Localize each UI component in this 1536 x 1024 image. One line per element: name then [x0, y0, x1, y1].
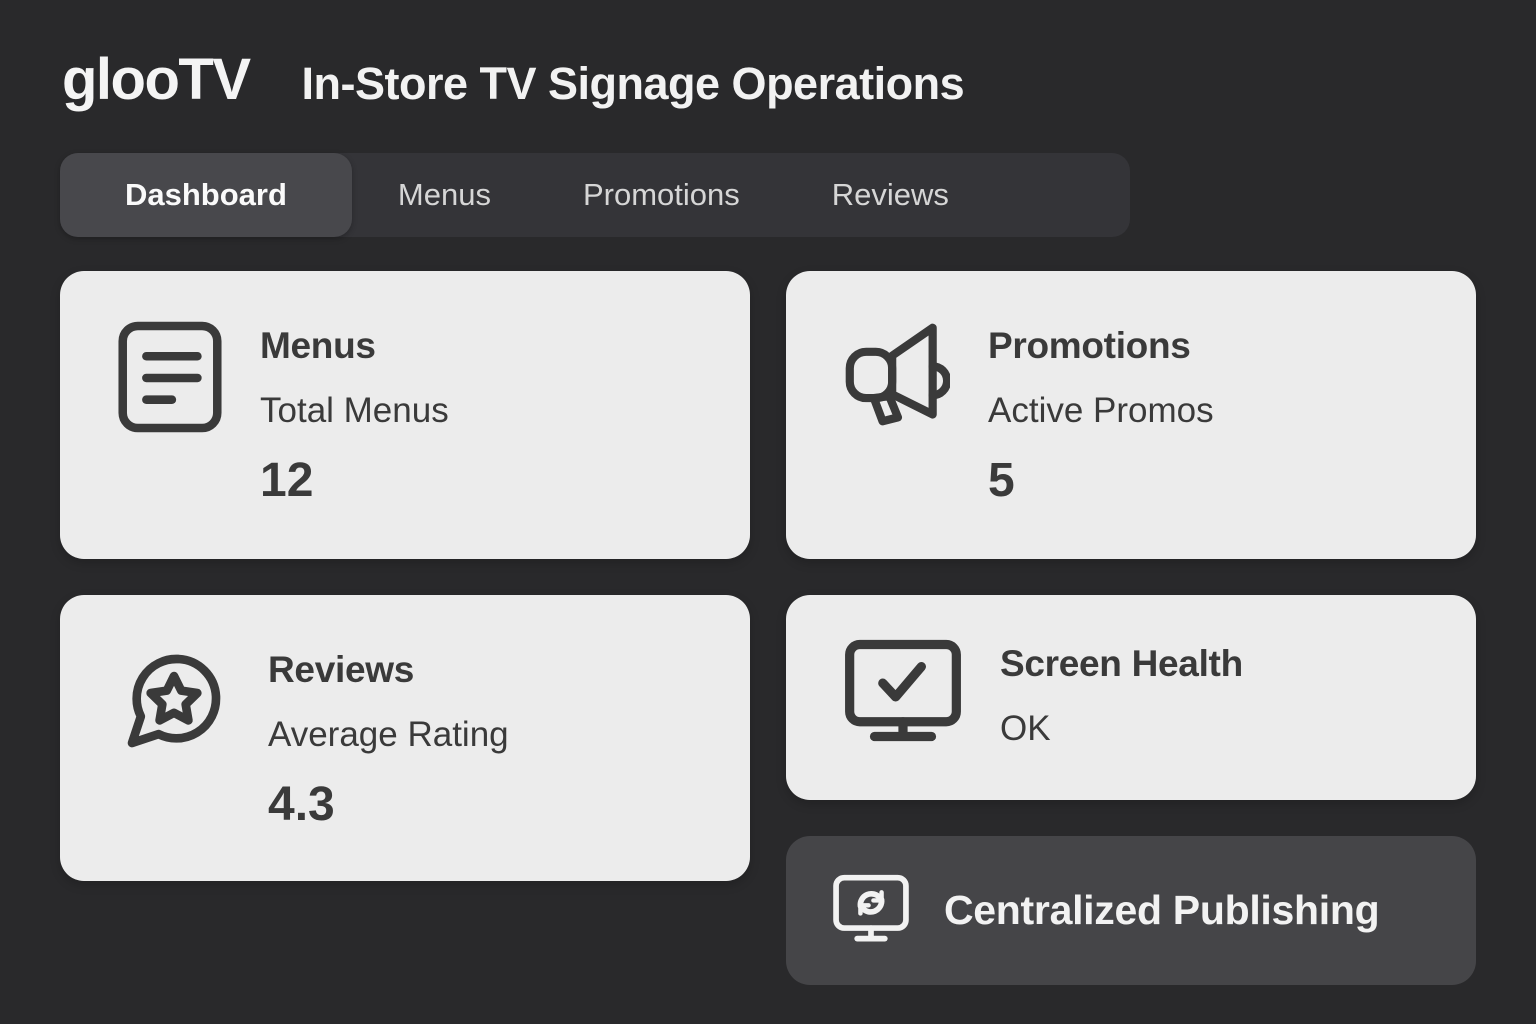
card-value: 12 [260, 454, 314, 507]
card-title: Promotions [988, 325, 1191, 366]
stat-card-screen-health[interactable]: Screen Health OK [786, 595, 1476, 800]
megaphone-icon [844, 321, 950, 559]
card-subtitle: Total Menus [260, 391, 449, 430]
header: glooTV In-Store TV Signage Operations [60, 46, 1476, 113]
menu-list-icon [118, 321, 222, 559]
stat-card-menus[interactable]: Menus Total Menus 12 [60, 271, 750, 559]
chat-star-icon [118, 645, 230, 881]
card-text: Screen Health OK [1000, 639, 1243, 800]
tab-menus[interactable]: Menus [352, 153, 537, 237]
card-title: Menus [260, 325, 376, 366]
card-title: Reviews [268, 649, 414, 690]
banner-centralized-publishing[interactable]: Centralized Publishing [786, 836, 1476, 985]
card-subtitle: Active Promos [988, 391, 1214, 430]
monitor-check-icon [844, 639, 962, 800]
right-column: Promotions Active Promos 5 Screen Health [786, 271, 1476, 985]
card-subtitle: OK [1000, 709, 1051, 748]
tab-promotions[interactable]: Promotions [537, 153, 786, 237]
left-column: Menus Total Menus 12 Reviews Average Rat… [60, 271, 750, 985]
monitor-sync-icon [832, 873, 910, 949]
brand-logo: glooTV [62, 47, 251, 112]
stat-card-reviews[interactable]: Reviews Average Rating 4.3 [60, 595, 750, 881]
card-text: Menus Total Menus 12 [260, 321, 449, 559]
card-title: Screen Health [1000, 643, 1243, 684]
stat-card-promotions[interactable]: Promotions Active Promos 5 [786, 271, 1476, 559]
card-text: Promotions Active Promos 5 [988, 321, 1214, 559]
tab-dashboard[interactable]: Dashboard [60, 153, 352, 237]
page-title: In-Store TV Signage Operations [301, 58, 965, 109]
tab-bar: Dashboard Menus Promotions Reviews [60, 153, 1130, 237]
card-value: 4.3 [268, 778, 335, 831]
card-value: 5 [988, 454, 1015, 507]
dashboard-grid: Menus Total Menus 12 Reviews Average Rat… [60, 271, 1476, 985]
tab-reviews[interactable]: Reviews [786, 153, 995, 237]
card-text: Reviews Average Rating 4.3 [268, 645, 509, 881]
banner-label: Centralized Publishing [944, 887, 1380, 933]
card-subtitle: Average Rating [268, 715, 509, 754]
